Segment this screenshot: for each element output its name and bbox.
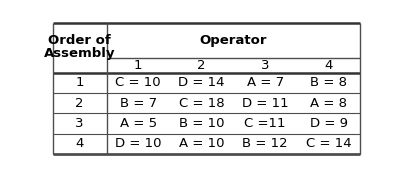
Text: A = 10: A = 10: [179, 137, 224, 150]
Text: 2: 2: [75, 97, 84, 110]
Text: D = 14: D = 14: [179, 76, 225, 89]
Text: C = 18: C = 18: [179, 97, 225, 110]
Text: 4: 4: [324, 59, 333, 72]
Text: 4: 4: [75, 137, 84, 150]
Text: 2: 2: [197, 59, 206, 72]
Text: A = 5: A = 5: [120, 117, 157, 130]
Text: B = 12: B = 12: [243, 137, 288, 150]
Text: 1: 1: [75, 76, 84, 89]
Text: B = 8: B = 8: [310, 76, 347, 89]
Text: C =11: C =11: [245, 117, 286, 130]
Text: B = 7: B = 7: [120, 97, 157, 110]
Text: D = 11: D = 11: [242, 97, 289, 110]
Text: C = 14: C = 14: [306, 137, 351, 150]
Text: B = 10: B = 10: [179, 117, 224, 130]
Text: 3: 3: [75, 117, 84, 130]
Text: A = 7: A = 7: [247, 76, 284, 89]
Text: D = 9: D = 9: [310, 117, 348, 130]
Text: Order of: Order of: [48, 34, 111, 47]
Text: C = 10: C = 10: [116, 76, 161, 89]
Text: A = 8: A = 8: [310, 97, 347, 110]
Text: Assembly: Assembly: [44, 47, 116, 60]
Text: 1: 1: [134, 59, 143, 72]
Text: D = 10: D = 10: [115, 137, 162, 150]
Text: 3: 3: [261, 59, 270, 72]
Text: Operator: Operator: [200, 34, 267, 47]
